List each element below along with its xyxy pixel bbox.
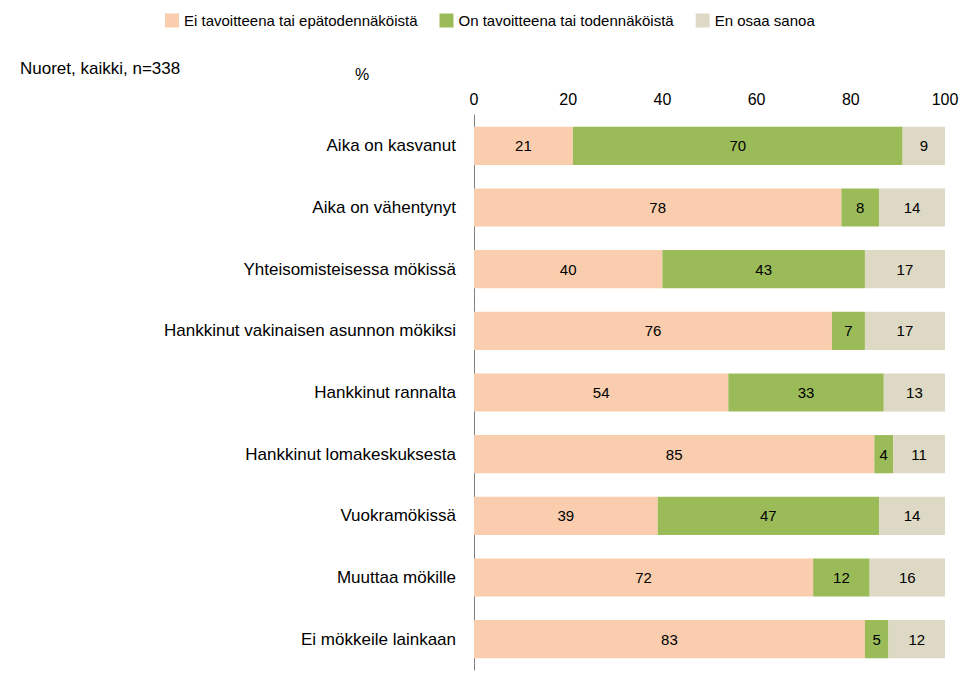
svg-text:Hankkinut lomakeskuksesta: Hankkinut lomakeskuksesta — [245, 445, 456, 464]
svg-text:Ei mökkeile lainkaan: Ei mökkeile lainkaan — [301, 630, 456, 649]
svg-text:En osaa sanoa: En osaa sanoa — [715, 12, 816, 29]
svg-text:40: 40 — [560, 261, 577, 278]
svg-text:Muuttaa mökille: Muuttaa mökille — [337, 568, 456, 587]
svg-text:9: 9 — [920, 137, 928, 154]
svg-text:7: 7 — [844, 322, 852, 339]
svg-text:8: 8 — [856, 199, 864, 216]
svg-text:60: 60 — [748, 91, 766, 108]
svg-text:0: 0 — [470, 91, 479, 108]
svg-text:20: 20 — [559, 91, 577, 108]
svg-text:39: 39 — [558, 507, 575, 524]
svg-text:14: 14 — [904, 199, 921, 216]
svg-text:12: 12 — [833, 569, 850, 586]
svg-text:Aika on vähentynyt: Aika on vähentynyt — [312, 198, 456, 217]
svg-text:Ei tavoitteena tai epätodennäk: Ei tavoitteena tai epätodennäköistä — [184, 12, 418, 29]
svg-text:Vuokramökissä: Vuokramökissä — [340, 506, 456, 525]
svg-text:33: 33 — [798, 384, 815, 401]
svg-text:43: 43 — [755, 261, 772, 278]
svg-text:Hankkinut vakinaisen asunnon m: Hankkinut vakinaisen asunnon mökiksi — [164, 321, 456, 340]
svg-text:13: 13 — [906, 384, 923, 401]
svg-text:17: 17 — [897, 261, 914, 278]
svg-text:85: 85 — [666, 446, 683, 463]
svg-text:40: 40 — [654, 91, 672, 108]
svg-text:100: 100 — [932, 91, 959, 108]
svg-text:Hankkinut rannalta: Hankkinut rannalta — [314, 383, 456, 402]
svg-text:5: 5 — [873, 631, 881, 648]
svg-text:83: 83 — [661, 631, 678, 648]
svg-text:80: 80 — [842, 91, 860, 108]
svg-text:Nuoret, kaikki, n=338: Nuoret, kaikki, n=338 — [20, 59, 180, 78]
svg-text:17: 17 — [897, 322, 914, 339]
svg-text:16: 16 — [899, 569, 916, 586]
svg-text:70: 70 — [729, 137, 746, 154]
svg-text:14: 14 — [904, 507, 921, 524]
svg-text:%: % — [355, 66, 369, 83]
svg-text:4: 4 — [880, 446, 888, 463]
svg-text:12: 12 — [908, 631, 925, 648]
svg-text:On tavoitteena tai todennäköis: On tavoitteena tai todennäköistä — [459, 12, 675, 29]
svg-text:76: 76 — [645, 322, 662, 339]
svg-text:21: 21 — [515, 137, 532, 154]
svg-text:54: 54 — [593, 384, 610, 401]
svg-text:47: 47 — [760, 507, 777, 524]
svg-text:Aika on kasvanut: Aika on kasvanut — [327, 136, 457, 155]
svg-text:11: 11 — [911, 446, 927, 463]
svg-text:Yhteisomisteisessa mökissä: Yhteisomisteisessa mökissä — [243, 260, 456, 279]
svg-text:72: 72 — [635, 569, 652, 586]
svg-text:78: 78 — [649, 199, 666, 216]
